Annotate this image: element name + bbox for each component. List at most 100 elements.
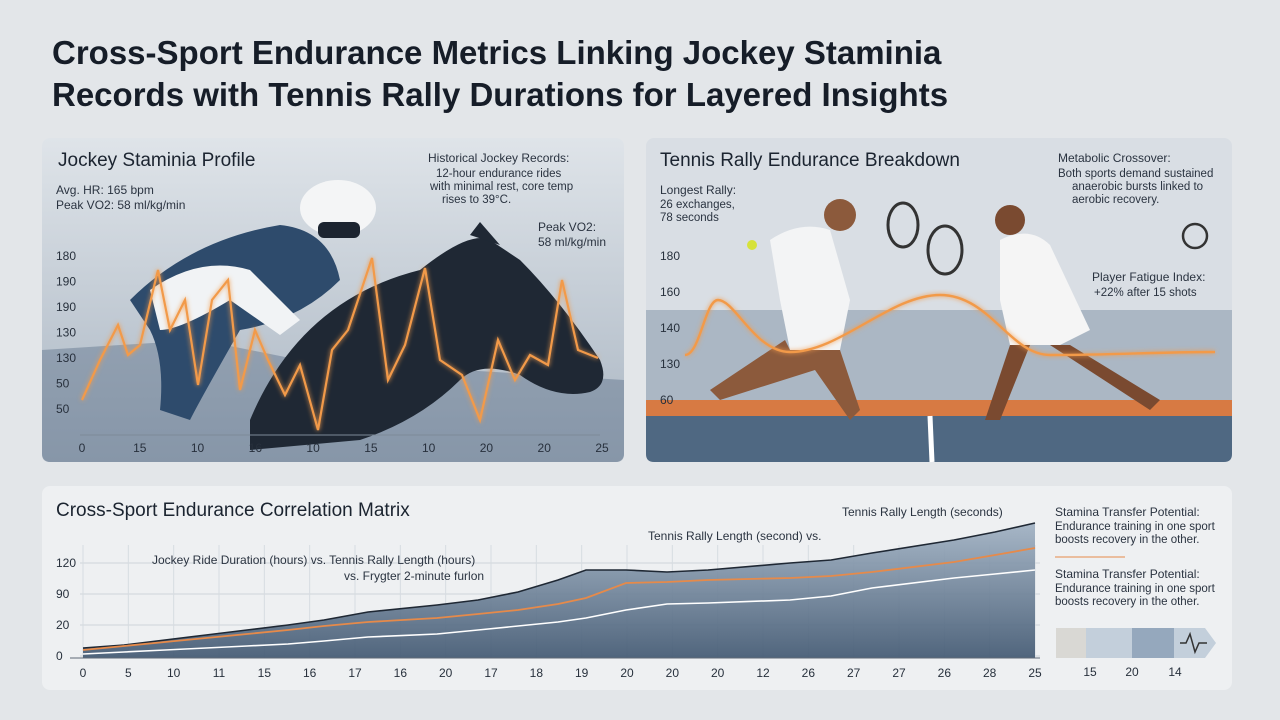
annotation: Tennis Rally Length (seconds): [842, 505, 1003, 519]
scale-swatch: [1056, 628, 1086, 658]
fatigue-title: Player Fatigue Index:: [1092, 270, 1205, 284]
rally-wave: [684, 293, 1216, 357]
y-tick-label: 160: [660, 285, 680, 299]
x-tick-label: 25: [595, 441, 609, 455]
x-tick-label: 19: [575, 666, 589, 680]
x-tick-label: 10: [167, 666, 181, 680]
x-tick-label: 15: [364, 441, 378, 455]
note-line: with minimal rest, core temp: [429, 181, 573, 193]
crossover-title: Metabolic Crossover:: [1058, 151, 1171, 165]
peak-value: 58 ml/kg/min: [538, 235, 606, 249]
x-tick-label: 26: [938, 666, 952, 680]
y-tick-label: 180: [660, 249, 680, 263]
x-tick-label: 17: [348, 666, 362, 680]
title-line: Records with Tennis Rally Durations for …: [52, 76, 948, 113]
annotation: Tennis Rally Length (second) vs.: [648, 529, 821, 543]
x-tick-label: 15: [133, 441, 147, 455]
x-tick-label: 5: [125, 666, 132, 680]
x-tick-label: 18: [530, 666, 544, 680]
x-tick-label: 16: [394, 666, 408, 680]
crossover-line: Both sports demand sustained: [1058, 168, 1213, 180]
x-tick-label: 27: [847, 666, 861, 680]
y-tick-label: 50: [56, 377, 70, 391]
x-labels: 0 5 10 11 15 16 17 16 20 17 18 19 20 20 20 12 26 27 27 26 28…: [80, 666, 1042, 680]
peak-title: Peak VO2:: [538, 220, 596, 234]
y-tick-label: 180: [56, 249, 76, 263]
y-tick-label: 90: [56, 587, 70, 601]
x-tick-label: 12: [756, 666, 770, 680]
scale-swatch: [1086, 628, 1132, 658]
scale-labels: 15 20 14: [1083, 665, 1182, 679]
ball: [747, 240, 757, 250]
y-tick-label: 60: [660, 393, 674, 407]
y-tick-label: 190: [56, 300, 76, 314]
series-line: [82, 569, 1036, 655]
y-tick-label: 130: [56, 351, 76, 365]
y-labels: 120 90 20 0: [56, 556, 76, 663]
jockey-panel: Jockey Staminia Profile Avg. HR: 165 bpm…: [42, 138, 624, 462]
x-tick-label: 10: [306, 441, 320, 455]
y-tick-label: 130: [660, 357, 680, 371]
annotation: vs. Frygter 2-minute furlon: [344, 569, 484, 583]
rally-line: 78 seconds: [660, 212, 719, 224]
court-edge: [646, 400, 1232, 416]
x-tick-label: 17: [484, 666, 498, 680]
y-labels: 180 190 190 130 130 50 50: [56, 249, 76, 416]
legend-line: Endurance training in one sport: [1055, 583, 1216, 595]
y-labels: 180 160 140 130 60: [660, 249, 680, 407]
stat: Avg. HR: 165 bpm: [56, 183, 154, 197]
scale-swatch: [1174, 628, 1216, 658]
player-2-dress: [1000, 233, 1090, 345]
y-tick-label: 190: [56, 275, 76, 289]
y-tick-label: 0: [56, 649, 63, 663]
horse: [250, 238, 604, 450]
fatigue-value: +22% after 15 shots: [1094, 287, 1197, 299]
note-title: Historical Jockey Records:: [428, 151, 569, 165]
x-tick-label: 10: [422, 441, 436, 455]
player-1-legs: [710, 340, 860, 420]
y-tick-label: 140: [660, 321, 680, 335]
x-tick-label: 25: [1028, 666, 1042, 680]
tennis-panel: Tennis Rally Endurance Breakdown Longest…: [646, 138, 1232, 463]
panel-title: Tennis Rally Endurance Breakdown: [660, 150, 960, 171]
x-tick-label: 20: [711, 666, 725, 680]
pulse-icon: [1180, 631, 1207, 655]
rally-line: 26 exchanges,: [660, 199, 735, 211]
racket: [926, 224, 964, 276]
heart-rate-line: [80, 257, 599, 431]
x-tick-label: 20: [620, 666, 634, 680]
x-tick-label: 27: [892, 666, 906, 680]
note-line: 12-hour endurance rides: [436, 168, 562, 180]
x-tick-label: 0: [80, 666, 87, 680]
scale-label: 15: [1083, 665, 1097, 679]
matrix-panel: Cross-Sport Endurance Correlation Matrix…: [42, 486, 1232, 690]
area: [83, 523, 1035, 658]
panel-title: Cross-Sport Endurance Correlation Matrix: [56, 500, 410, 521]
crossover-line: aerobic recovery.: [1072, 194, 1159, 206]
x-tick-label: 0: [79, 441, 86, 455]
x-tick-label: 20: [480, 441, 494, 455]
x-tick-label: 20: [538, 441, 552, 455]
stat: Peak VO2: 58 ml/kg/min: [56, 198, 185, 212]
x-tick-label: 28: [983, 666, 997, 680]
title: Cross-Sport Endurance Metrics Linking Jo…: [52, 34, 948, 113]
x-tick-label: 20: [666, 666, 680, 680]
y-tick-label: 120: [56, 556, 76, 570]
legend-line: Endurance training in one sport: [1055, 521, 1216, 533]
scale-label: 20: [1125, 665, 1139, 679]
title-line: Cross-Sport Endurance Metrics Linking Jo…: [52, 34, 942, 71]
scale-label: 14: [1168, 665, 1182, 679]
y-tick-label: 20: [56, 618, 70, 632]
goggles: [318, 222, 360, 238]
helmet: [300, 180, 376, 236]
x-tick-label: 15: [258, 666, 272, 680]
series-line: [82, 547, 1036, 651]
court-line: [927, 415, 935, 463]
annotation: Jockey Ride Duration (hours) vs. Tennis …: [152, 553, 475, 567]
panel-title: Jockey Staminia Profile: [58, 150, 255, 171]
player-2-legs: [985, 345, 1160, 420]
x-tick-label: 26: [802, 666, 816, 680]
x-tick-label: 11: [213, 666, 226, 680]
stopwatch-icon: [1181, 222, 1209, 250]
crossover-line: anaerobic bursts linked to: [1072, 181, 1203, 193]
